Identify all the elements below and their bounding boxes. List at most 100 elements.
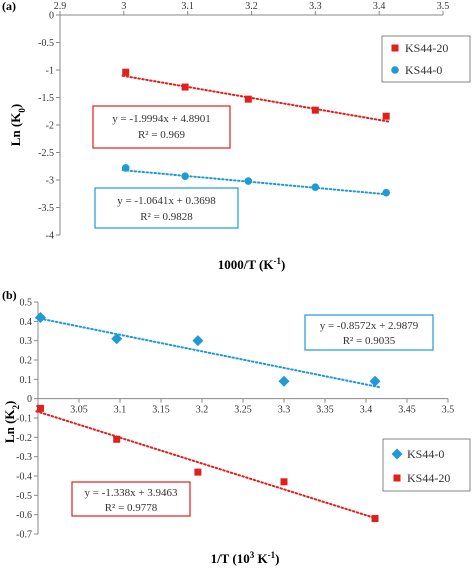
x-axis-title-part-b: -1 <box>268 550 276 560</box>
data-point-a-1 <box>382 188 390 197</box>
r2-text-b: R² = 0.9778 <box>105 502 158 514</box>
data-point-a-1 <box>244 177 253 185</box>
data-point-a-0 <box>181 83 189 91</box>
x-tick-label-a: 2.9 <box>54 1 67 12</box>
equation-text-b: y = -0.8572x + 2.9879 <box>320 320 419 332</box>
legend-marker-a <box>391 44 399 52</box>
x-axis-title-part-b: ) <box>275 551 279 566</box>
y-tick-label-a: -1 <box>46 66 54 77</box>
y-tick-label-b: 0 <box>27 394 32 405</box>
panel-label-a: (a) <box>2 0 16 13</box>
x-tick-label-a: 3.1 <box>181 1 194 12</box>
y-tick-label-a: 0 <box>49 11 54 22</box>
r2-text-a: R² = 0.969 <box>138 129 186 141</box>
y-tick-label-b: -0.7 <box>16 530 32 541</box>
data-point-b-0 <box>278 375 290 387</box>
y-tick-label-b: 0.4 <box>20 317 33 328</box>
equation-box-a-0 <box>92 105 231 149</box>
x-tick-label-b: 3.35 <box>316 405 334 416</box>
legend-marker-a <box>391 66 399 74</box>
data-point-b-0 <box>34 311 46 323</box>
equation-text-a: y = -1.0641x + 0.3698 <box>117 195 216 207</box>
data-point-a-1 <box>181 172 189 180</box>
legend-box-a <box>381 35 471 83</box>
x-tick-label-b: 3.5 <box>442 405 455 416</box>
y-tick-label-a: -2 <box>46 121 54 132</box>
x-axis-title-part-a: ) <box>281 257 285 272</box>
y-tick-label-b: -0.2 <box>16 433 32 444</box>
trendline-b-0 <box>35 316 381 389</box>
equation-text-a: y = -1.9994x + 4.8901 <box>112 113 211 125</box>
data-point-b-0 <box>111 333 123 345</box>
data-point-b-1 <box>280 478 288 486</box>
y-axis-title-part-a: Ln (K <box>8 112 23 146</box>
y-tick-label-b: 0.1 <box>20 375 33 386</box>
data-point-a-0 <box>122 68 130 76</box>
data-point-b-0 <box>192 335 204 347</box>
x-axis-title-part-b: 1/T (10 <box>211 551 250 566</box>
equation-box-a-1 <box>94 187 239 229</box>
y-axis-title-a: Ln (K0) <box>8 104 27 146</box>
x-axis-title-b: 1/T (103 K-1) <box>211 550 280 566</box>
trendline-a-0 <box>121 74 391 123</box>
data-point-b-1 <box>194 468 202 476</box>
legend-label-a: KS44-20 <box>405 41 448 55</box>
x-axis-title-a: 1000/T (K-1) <box>218 256 286 272</box>
trendline-a-1 <box>121 169 391 196</box>
y-tick-label-b: 0.5 <box>20 298 33 309</box>
data-point-b-1 <box>36 404 44 412</box>
y-tick-label-b: 0.3 <box>20 336 33 347</box>
trendline-b-1 <box>35 410 381 521</box>
panel-label-b: (b) <box>2 288 17 302</box>
data-point-a-1 <box>311 183 320 191</box>
data-point-a-1 <box>121 164 130 172</box>
y-axis-title-part-b: Ln (K <box>2 409 17 443</box>
y-tick-label-b: -0.5 <box>16 491 32 502</box>
x-axis-title-part-b: 3 <box>250 550 255 560</box>
data-point-b-0 <box>369 375 381 387</box>
y-tick-label-a: -4 <box>46 231 54 242</box>
y-tick-label-b: -0.4 <box>16 472 32 483</box>
y-tick-label-b: 0.2 <box>20 356 33 367</box>
x-axis-title-part-a: -1 <box>273 256 281 266</box>
y-axis-title-b: Ln (K2) <box>2 401 21 443</box>
y-axis-title-part-b: 2 <box>11 404 21 409</box>
r2-text-a: R² = 0.9828 <box>140 211 193 223</box>
x-tick-label-a: 3.2 <box>245 1 258 12</box>
legend-label-b: KS44-20 <box>407 471 450 485</box>
data-point-a-0 <box>244 95 252 103</box>
x-tick-label-a: 3.3 <box>309 1 322 12</box>
legend-marker-b <box>393 474 401 482</box>
x-tick-label-b: 3.25 <box>234 405 252 416</box>
y-axis-title-part-a: ) <box>8 104 23 108</box>
x-axis-title-part-b: K <box>254 551 268 566</box>
x-tick-label-b: 3.4 <box>360 405 373 416</box>
legend-marker-b <box>391 448 403 460</box>
y-tick-label-a: -3 <box>46 176 54 187</box>
x-tick-label-b: 3.45 <box>398 405 416 416</box>
data-point-b-1 <box>371 515 379 523</box>
data-point-a-0 <box>382 112 390 120</box>
equation-box-b-0 <box>304 314 434 351</box>
y-tick-label-a: -0.5 <box>38 38 54 49</box>
x-tick-label-a: 3.4 <box>373 1 386 12</box>
y-tick-label-a: -3.5 <box>38 203 54 214</box>
x-tick-label-a: 3 <box>121 1 126 12</box>
equation-box-b-1 <box>71 481 191 517</box>
y-tick-label-a: -1.5 <box>38 93 54 104</box>
x-tick-label-b: 3.1 <box>114 405 127 416</box>
data-point-a-0 <box>311 106 319 114</box>
x-tick-label-a: 3.5 <box>437 1 450 12</box>
equation-text-b: y = -1.338x + 3.9463 <box>84 487 178 499</box>
y-axis-title-part-a: 0 <box>17 108 27 113</box>
y-tick-label-a: -2.5 <box>38 148 54 159</box>
data-point-b-1 <box>113 435 121 443</box>
legend-label-a: KS44-0 <box>405 63 442 77</box>
r2-text-b: R² = 0.9035 <box>343 335 396 347</box>
y-tick-label-b: -0.3 <box>16 452 32 463</box>
x-tick-label-b: 3.3 <box>278 405 291 416</box>
x-tick-label-b: 3.05 <box>70 405 88 416</box>
y-axis-title-part-b: ) <box>2 401 17 405</box>
x-axis-title-part-a: 1000/T (K <box>218 257 275 272</box>
